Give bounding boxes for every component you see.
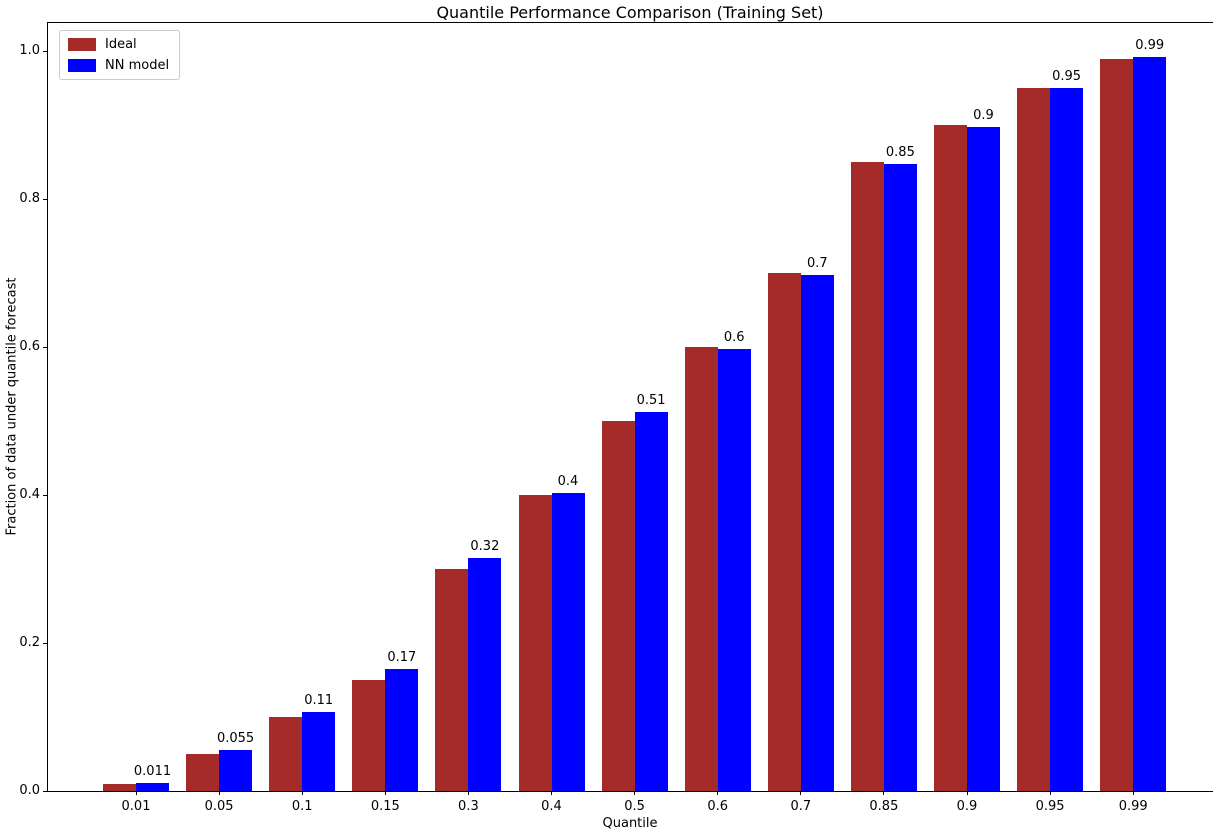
bar-value-label: 0.9 <box>973 108 994 124</box>
x-tick-label: 0.95 <box>1035 799 1065 814</box>
y-tick-label: 0.4 <box>19 487 40 503</box>
bar-value-label: 0.17 <box>387 649 417 665</box>
y-axis-title: Fraction of data under quantile forecast <box>4 277 20 536</box>
bar-nn-model-0.05 <box>219 750 253 791</box>
bar-ideal-0.4 <box>518 495 552 791</box>
bar-ideal-0.05 <box>186 754 220 791</box>
chart-title: Quantile Performance Comparison (Trainin… <box>436 3 824 22</box>
legend-item-nn-model: NN model <box>68 58 169 73</box>
bar-value-label: 0.95 <box>1052 69 1082 85</box>
y-tick-label: 1.0 <box>19 43 40 59</box>
x-tick-mark <box>883 791 885 795</box>
bar-nn-model-0.7 <box>800 275 834 791</box>
y-tick-label: 0.8 <box>19 191 40 207</box>
legend-label-ideal: Ideal <box>105 37 137 52</box>
bar-ideal-0.95 <box>1017 88 1051 791</box>
bar-nn-model-0.85 <box>883 164 917 791</box>
x-tick-label: 0.85 <box>869 799 899 814</box>
y-tick-mark <box>43 790 47 792</box>
bar-value-label: 0.32 <box>470 538 500 554</box>
bar-value-label: 0.055 <box>216 731 255 747</box>
bar-ideal-0.1 <box>269 717 303 791</box>
legend-swatch-ideal <box>68 38 96 51</box>
x-tick-label: 0.6 <box>707 799 729 814</box>
y-tick-mark <box>43 198 47 200</box>
bar-ideal-0.01 <box>103 783 136 791</box>
bar-nn-model-0.4 <box>551 492 585 791</box>
x-tick-mark <box>218 791 220 795</box>
y-tick-mark <box>43 494 47 496</box>
bar-ideal-0.85 <box>850 162 884 791</box>
bar-value-label: 0.4 <box>557 473 579 489</box>
bar-value-label: 0.99 <box>1135 38 1165 54</box>
x-tick-label: 0.7 <box>790 799 812 814</box>
x-tick-label: 0.01 <box>121 799 151 814</box>
bar-ideal-0.7 <box>767 273 801 791</box>
bar-nn-model-0.01 <box>136 782 169 791</box>
x-tick-mark <box>966 791 968 795</box>
y-tick-label: 0.6 <box>19 339 40 355</box>
y-tick-mark <box>43 346 47 348</box>
x-tick-label: 0.4 <box>541 799 562 814</box>
bar-ideal-0.3 <box>435 569 469 791</box>
y-tick-label: 0.0 <box>19 783 40 798</box>
x-tick-mark <box>717 791 719 795</box>
bar-nn-model-0.99 <box>1133 57 1167 791</box>
bar-nn-model-0.95 <box>1050 88 1084 791</box>
bar-nn-model-0.15 <box>385 668 419 791</box>
bar-nn-model-0.1 <box>302 711 336 791</box>
x-tick-mark <box>1132 791 1134 795</box>
x-tick-label: 0.3 <box>458 799 479 814</box>
y-tick-mark <box>43 50 47 52</box>
legend: Ideal NN model <box>59 30 181 80</box>
x-tick-mark <box>634 791 636 795</box>
bar-nn-model-0.3 <box>468 557 502 791</box>
bar-ideal-0.6 <box>684 347 718 791</box>
bar-ideal-0.99 <box>1100 58 1134 791</box>
legend-label-nn-model: NN model <box>105 58 170 73</box>
x-axis-title: Quantile <box>602 816 658 831</box>
x-tick-mark <box>800 791 802 795</box>
legend-swatch-nn-model <box>68 59 96 72</box>
x-tick-mark <box>551 791 552 795</box>
x-tick-label: 0.05 <box>204 799 234 814</box>
bar-nn-model-0.5 <box>634 412 668 791</box>
x-tick-mark <box>135 791 137 795</box>
bar-ideal-0.15 <box>352 680 386 791</box>
y-tick-mark <box>43 642 47 644</box>
x-tick-label: 0.1 <box>291 799 313 814</box>
x-tick-mark <box>1049 791 1051 795</box>
x-tick-mark <box>467 791 469 795</box>
bar-nn-model-0.6 <box>717 349 751 791</box>
bar-ideal-0.9 <box>934 125 967 791</box>
x-tick-label: 0.15 <box>370 799 400 814</box>
bar-value-label: 0.11 <box>304 692 334 708</box>
x-tick-label: 0.5 <box>624 799 645 814</box>
bar-nn-model-0.9 <box>967 127 1000 791</box>
x-tick-mark <box>301 791 303 795</box>
bar-value-label: 0.6 <box>723 330 745 346</box>
bar-ideal-0.5 <box>601 421 635 791</box>
bar-value-label: 0.011 <box>133 763 172 779</box>
x-tick-label: 0.99 <box>1118 799 1148 814</box>
plot-area: Ideal NN model 0.0 0.2 0.4 0.6 0.8 1.0 0.01 0.0… <box>19 22 1213 814</box>
bar-value-label: 0.7 <box>806 256 828 272</box>
x-tick-mark <box>384 791 386 795</box>
x-tick-label: 0.9 <box>956 799 978 814</box>
legend-item-ideal: Ideal <box>68 37 169 52</box>
bar-value-label: 0.51 <box>636 393 666 409</box>
bar-value-label: 0.85 <box>885 145 915 161</box>
y-tick-label: 0.2 <box>19 635 40 651</box>
